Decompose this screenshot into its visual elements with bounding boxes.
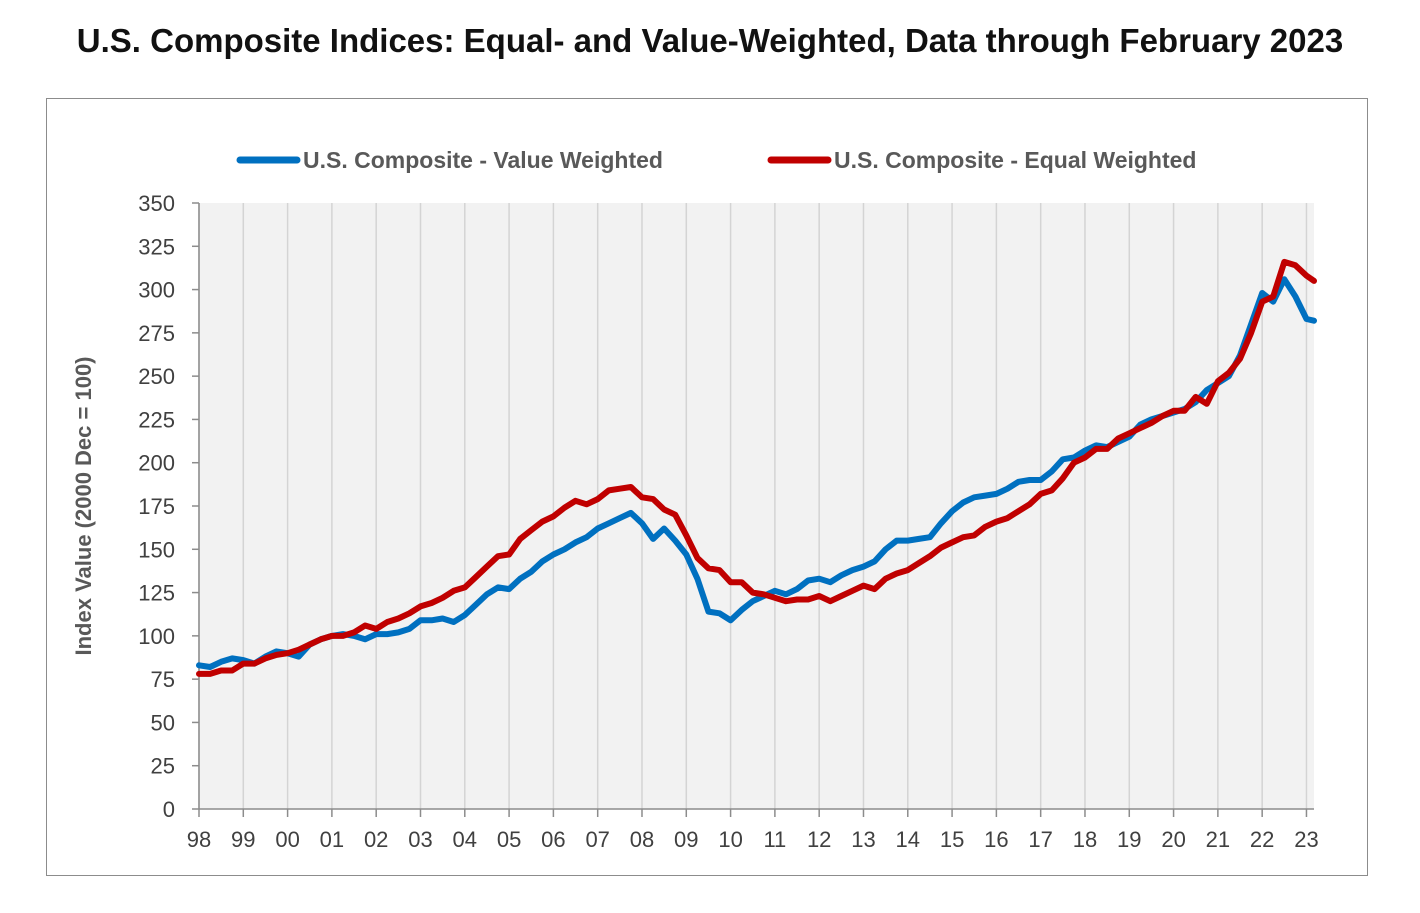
- y-tick-label: 50: [151, 710, 175, 735]
- x-tick-label: 18: [1073, 827, 1097, 852]
- y-tick-label: 225: [138, 407, 175, 432]
- x-tick-label: 09: [674, 827, 698, 852]
- y-axis-ticks: 0 25 50 75 100 125 150 175 200 225 250 275 300 325 350: [138, 191, 199, 822]
- x-tick-label: 14: [896, 827, 920, 852]
- y-tick-label: 275: [138, 321, 175, 346]
- x-tick-label: 13: [851, 827, 875, 852]
- y-axis-label: Index Value (2000 Dec = 100): [71, 356, 96, 655]
- x-tick-label: 11: [763, 827, 786, 852]
- x-tick-label: 01: [320, 827, 344, 852]
- x-tick-label: 17: [1028, 827, 1052, 852]
- x-tick-label: 12: [807, 827, 831, 852]
- x-tick-label: 06: [541, 827, 565, 852]
- x-tick-label: 08: [630, 827, 654, 852]
- y-tick-label: 125: [138, 581, 175, 606]
- x-tick-label: 05: [497, 827, 521, 852]
- x-tick-label: 02: [364, 827, 388, 852]
- x-tick-label: 21: [1206, 827, 1230, 852]
- y-tick-label: 300: [138, 278, 175, 303]
- line-chart: 0 25 50 75 100 125 150 175 200 225 250 275 300 325 350…: [0, 0, 1420, 913]
- x-axis-ticks: 98 99 00 01 02 03 04 05 06 07 08 09 10 11 12 13 14 15 16 17…: [187, 809, 1319, 852]
- x-tick-label: 00: [275, 827, 299, 852]
- x-tick-label: 07: [585, 827, 609, 852]
- y-tick-label: 75: [151, 667, 175, 692]
- x-tick-label: 98: [187, 827, 211, 852]
- legend-label: U.S. Composite - Value Weighted: [303, 147, 663, 173]
- x-tick-label: 19: [1117, 827, 1141, 852]
- y-tick-label: 325: [138, 234, 175, 259]
- x-tick-label: 03: [408, 827, 432, 852]
- x-tick-label: 10: [718, 827, 742, 852]
- plot-area: [199, 203, 1314, 809]
- y-tick-label: 200: [138, 451, 175, 476]
- y-tick-label: 250: [138, 364, 175, 389]
- y-tick-label: 25: [151, 754, 175, 779]
- legend-label: U.S. Composite - Equal Weighted: [834, 147, 1197, 173]
- x-tick-label: 16: [984, 827, 1008, 852]
- x-tick-label: 04: [453, 827, 477, 852]
- y-tick-label: 100: [138, 624, 175, 649]
- x-tick-label: 20: [1161, 827, 1185, 852]
- x-tick-label: 23: [1294, 827, 1318, 852]
- x-tick-label: 22: [1250, 827, 1274, 852]
- x-tick-label: 15: [940, 827, 964, 852]
- y-tick-label: 150: [138, 537, 175, 562]
- y-tick-label: 350: [138, 191, 175, 216]
- y-tick-label: 0: [163, 797, 175, 822]
- x-tick-label: 99: [231, 827, 255, 852]
- y-tick-label: 175: [138, 494, 175, 519]
- legend: U.S. Composite - Value Weighted U.S. Comp…: [240, 147, 1197, 173]
